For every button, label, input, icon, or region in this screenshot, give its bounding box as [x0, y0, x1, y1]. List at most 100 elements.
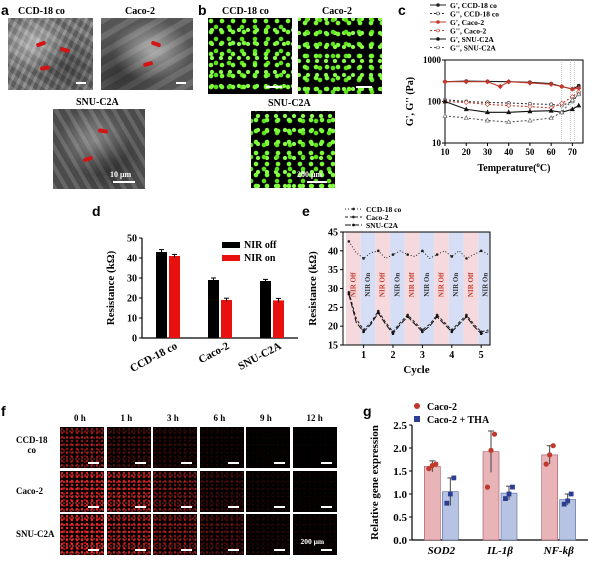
c-ytick-label-2: 1000: [423, 55, 442, 65]
c-xtick-label-6: 70: [568, 147, 578, 157]
c-legend-text-3: G'', Caco-2: [450, 27, 486, 36]
f-image-0-4: [246, 427, 290, 468]
c-point-2-8: [569, 86, 576, 92]
c-point-0-2: [485, 79, 490, 84]
f-image-0-0: [60, 427, 104, 468]
panel-letter-f: f: [1, 403, 6, 419]
g-dot-1-1-2: [510, 484, 515, 490]
e-point-1-6: [391, 330, 395, 334]
c-point-2-3: [497, 83, 503, 90]
d-ytick-label-0: 0: [132, 334, 137, 345]
e-ytick-label-1: 20: [328, 322, 338, 333]
f-image-0-5: [292, 427, 337, 468]
c-plot-frame: [444, 59, 584, 144]
f-time-label-0: 0 h: [74, 413, 86, 423]
e-ytick-label-0: 15: [328, 341, 338, 352]
c-point-2-5: [527, 80, 533, 86]
c-point-1-3: [506, 101, 511, 105]
panel-letter-e: e: [302, 203, 310, 219]
d-category-1: Caco-2: [197, 340, 232, 366]
e-point-2-4: [376, 311, 380, 315]
c-legend-text-0: G', CCD-18 co: [450, 1, 497, 10]
g-dot-0-1-2: [491, 431, 498, 437]
sem-scale-text: 10 μm: [110, 170, 132, 179]
g-ytick-label-5: 2.5: [393, 420, 407, 432]
d-bar-0-1: [208, 280, 219, 338]
e-series-line-0: [348, 241, 489, 259]
e-point-2-6: [391, 332, 395, 336]
fluo-image-caco2: [298, 18, 382, 94]
g-category-0: SOD2: [428, 545, 456, 557]
e-band-7: [448, 232, 464, 345]
e-xtick-label-2: 3: [420, 350, 425, 361]
e-xtick-label-0: 1: [361, 350, 366, 361]
e-point-1-8: [406, 313, 409, 317]
e-point-1-4: [376, 309, 380, 313]
e-legend-marker-1: [352, 215, 355, 219]
f-row-label-0: CCD-18 co: [16, 435, 48, 455]
sem-image-snuc2a: 10 μm: [53, 109, 145, 189]
g-dot-1-2-0: [561, 501, 567, 507]
fluo-scale-text: 200 μm: [297, 170, 323, 179]
c-point-4-3: [506, 109, 512, 115]
c-point-4-8: [576, 102, 582, 108]
c-point-0-8: [576, 83, 581, 88]
e-band-8: [463, 232, 479, 345]
f-image-0-1: [106, 427, 151, 468]
c-point-5-3: [506, 119, 512, 124]
g-ytick-label-0: 0.0: [393, 535, 407, 547]
e-ytick-label-3: 30: [328, 284, 338, 295]
g-dot-0-1-1: [488, 447, 494, 453]
e-xtick-label-3: 4: [449, 350, 454, 361]
c-point-5-2: [484, 117, 490, 123]
e-point-2-10: [421, 330, 424, 334]
c-legend-marker-3: [436, 28, 440, 33]
c-series-line-2: [445, 81, 579, 90]
sem-label-ccd18co: CCD-18 co: [18, 6, 65, 17]
g-legend-text-0: Caco-2: [427, 402, 457, 413]
e-point-0-10: [421, 249, 424, 253]
f-row-label-1: Caco-2: [16, 485, 43, 496]
g-legend-marker-0: [414, 403, 420, 409]
f-image-2-2: [153, 514, 197, 555]
g-ytick-label-2: 1.0: [393, 489, 407, 501]
c-point-1-5: [549, 102, 554, 107]
c-point-2-1: [463, 79, 469, 85]
g-dot-0-0-2: [433, 461, 439, 467]
e-band-label-7: NIR On: [452, 273, 460, 297]
f-image-1-1: [106, 470, 151, 512]
e-band-label-3: NIR On: [393, 273, 401, 297]
e-band-label-2: NIR Off: [379, 272, 387, 297]
c-point-5-8: [576, 91, 582, 97]
f-time-label-2: 3 h: [167, 413, 179, 423]
fluo-label-snuc2a: SNU-C2A: [268, 98, 311, 109]
c-series-line-0: [444, 80, 580, 90]
panel-letter-c: c: [398, 2, 406, 18]
c-point-5-1: [463, 115, 469, 120]
e-point-1-14: [450, 328, 454, 332]
e-xtick-label-4: 5: [479, 350, 484, 361]
e-band-label-8: NIR Off: [467, 272, 475, 297]
c-point-4-2: [484, 109, 490, 115]
c-point-4-6: [559, 109, 565, 115]
c-legend-marker-1: [436, 11, 440, 16]
c-point-1-0: [443, 97, 447, 102]
c-xtick-label-3: 40: [504, 147, 514, 157]
e-legend-text-0: CCD-18 co: [366, 205, 401, 214]
g-dot-0-1-0: [484, 484, 491, 490]
f-image-2-0: [60, 514, 104, 555]
e-point-2-12: [435, 315, 439, 319]
e-ytick-label-6: 45: [328, 228, 338, 239]
e-series-line-1: [348, 292, 489, 333]
e-band-9: [478, 232, 490, 345]
c-point-2-0: [442, 79, 448, 85]
e-legend-text-1: Caco-2: [366, 213, 389, 222]
panel-letter-g: g: [363, 403, 372, 419]
e-point-0-2: [362, 257, 365, 260]
c-point-3-7: [569, 94, 576, 100]
f-image-2-3: [199, 514, 244, 555]
c-point-0-6: [559, 84, 564, 89]
d-legend-swatch-0: [222, 242, 240, 248]
g-bar-1-1: [500, 492, 518, 541]
d-ylabel: Resistance (kΩ): [105, 250, 117, 325]
